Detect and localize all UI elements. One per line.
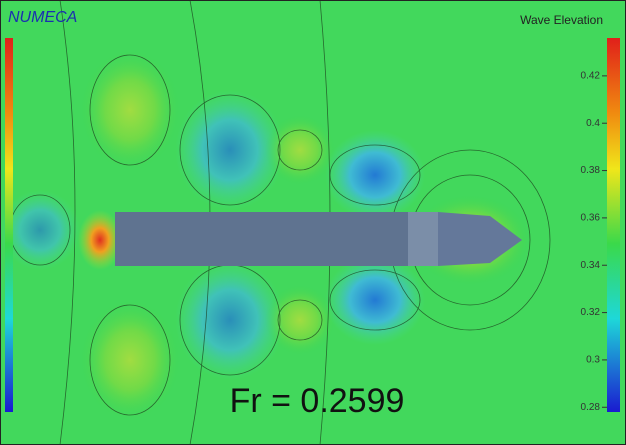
- annotation: Fr = 0.2599: [230, 382, 405, 420]
- tick-label: 0.4: [586, 118, 600, 129]
- colorbar-title: Wave Elevation: [520, 13, 603, 27]
- tick-label: 0.28: [581, 402, 601, 413]
- tick-label: 0.32: [581, 307, 601, 318]
- brand: NUMECA: [8, 9, 77, 26]
- ship-hull: [115, 212, 522, 266]
- page: NUMECA Wave Elevation Fr = 0.2599 0.28 0.…: [0, 0, 626, 445]
- left-colorbar: [5, 38, 13, 412]
- tick-label: 0.42: [581, 71, 601, 82]
- colorbar: [607, 38, 620, 412]
- tick-label: 0.34: [581, 260, 601, 271]
- tick-label: 0.36: [581, 213, 601, 224]
- tick-label: 0.3: [586, 355, 600, 366]
- visualization: NUMECA Wave Elevation Fr = 0.2599 0.28 0.…: [0, 0, 626, 445]
- tick-label: 0.38: [581, 165, 601, 176]
